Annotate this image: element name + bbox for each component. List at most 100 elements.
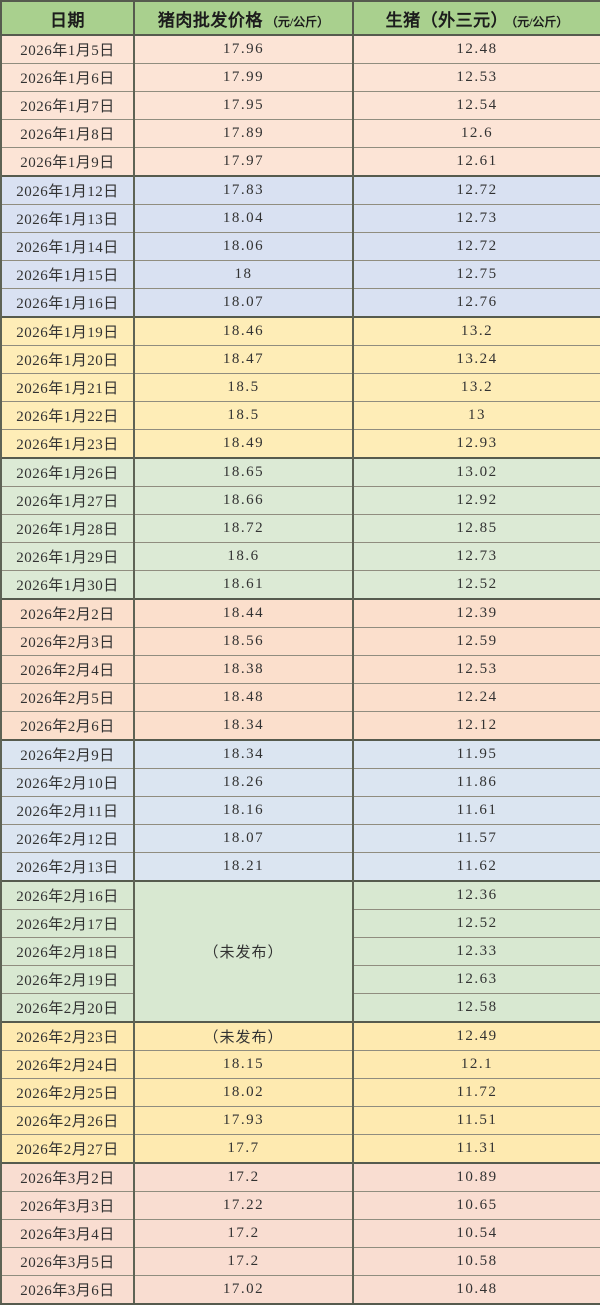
table-row: 2026年1月13日 18.04 12.73 xyxy=(0,204,600,233)
date-cell: 2026年2月4日 xyxy=(0,655,135,684)
hog-price-cell: 11.86 xyxy=(352,768,600,797)
date-cell: 2026年2月2日 xyxy=(0,598,135,628)
pork-price-cell: 17.99 xyxy=(133,63,354,92)
pork-price-cell: 17.89 xyxy=(133,119,354,148)
date-cell: 2026年1月20日 xyxy=(0,345,135,374)
hog-price-cell: 12.85 xyxy=(352,514,600,543)
pork-price-cell: 17.83 xyxy=(133,175,354,205)
table-row: 2026年2月12日 18.07 11.57 xyxy=(0,824,600,853)
table-row: 2026年2月11日 18.16 11.61 xyxy=(0,796,600,825)
date-cell: 2026年1月23日 xyxy=(0,429,135,459)
table-row: 2026年2月25日 18.02 11.72 xyxy=(0,1078,600,1107)
date-cell: 2026年2月27日 xyxy=(0,1134,135,1164)
table-row: 2026年3月5日 17.2 10.58 xyxy=(0,1247,600,1276)
hog-price-cell: 10.54 xyxy=(352,1219,600,1248)
pork-price-cell: 18.5 xyxy=(133,373,354,402)
pork-price-cell: 18.07 xyxy=(133,288,354,318)
date-cell: 2026年2月6日 xyxy=(0,711,135,741)
table-row: 2026年1月26日 18.65 13.02 xyxy=(0,457,600,487)
pork-price-cell: 17.2 xyxy=(133,1219,354,1248)
hog-price-cell: 12.52 xyxy=(352,570,600,600)
date-cell: 2026年1月16日 xyxy=(0,288,135,318)
table-row: 2026年2月6日 18.34 12.12 xyxy=(0,711,600,741)
date-cell: 2026年2月10日 xyxy=(0,768,135,797)
date-cell: 2026年1月26日 xyxy=(0,457,135,487)
pork-price-cell: 18.21 xyxy=(133,852,354,882)
hog-price-cell: 12.76 xyxy=(352,288,600,318)
table-row: 2026年1月22日 18.5 13 xyxy=(0,401,600,430)
hog-price-cell: 13.2 xyxy=(352,373,600,402)
hog-price-cell: 12.72 xyxy=(352,232,600,261)
table-row: 2026年1月8日 17.89 12.6 xyxy=(0,119,600,148)
table-row: 2026年2月2日 18.44 12.39 xyxy=(0,598,600,628)
hog-price-cell: 12.93 xyxy=(352,429,600,459)
table-row: 2026年2月9日 18.34 11.95 xyxy=(0,739,600,769)
hog-price-cell: 11.62 xyxy=(352,852,600,882)
header-row: 日期 猪肉批发价格 （元/公斤） 生猪（外三元） （元/公斤） xyxy=(0,0,600,36)
date-cell: 2026年1月14日 xyxy=(0,232,135,261)
date-cell: 2026年3月5日 xyxy=(0,1247,135,1276)
pork-price-cell: 18.04 xyxy=(133,204,354,233)
table-row: 2026年2月27日 17.7 11.31 xyxy=(0,1134,600,1164)
hog-price-cell: 12.61 xyxy=(352,147,600,177)
hog-price-cell: 11.51 xyxy=(352,1106,600,1135)
pork-price-cell: 18.16 xyxy=(133,796,354,825)
table-row: 2026年1月19日 18.46 13.2 xyxy=(0,316,600,346)
date-cell: 2026年1月13日 xyxy=(0,204,135,233)
pork-price-cell: 18.02 xyxy=(133,1078,354,1107)
table-row: 2026年2月24日 18.15 12.1 xyxy=(0,1050,600,1079)
hog-price-cell: 12.12 xyxy=(352,711,600,741)
pork-price-cell: 17.22 xyxy=(133,1191,354,1220)
table-row: 2026年2月16日 （未发布） 12.36 xyxy=(0,880,600,1023)
hog-price-cell: 12.54 xyxy=(352,91,600,120)
hog-price-cell: 11.61 xyxy=(352,796,600,825)
hog-price-cell: 13.24 xyxy=(352,345,600,374)
table-row: 2026年2月4日 18.38 12.53 xyxy=(0,655,600,684)
pork-price-cell: （未发布） xyxy=(133,1021,354,1051)
pork-price-cell: 18.06 xyxy=(133,232,354,261)
hog-price-cell: 11.31 xyxy=(352,1134,600,1164)
date-cell: 2026年1月6日 xyxy=(0,63,135,92)
hog-price-cell: 10.48 xyxy=(352,1275,600,1305)
hog-price-cell: 12.48 xyxy=(352,34,600,64)
table-row: 2026年2月23日 （未发布） 12.49 xyxy=(0,1021,600,1051)
col-header-pork-label: 猪肉批发价格 xyxy=(157,10,263,30)
table-row: 2026年2月19日 12.63 xyxy=(0,965,600,994)
hog-price-cell: 13 xyxy=(352,401,600,430)
date-cell: 2026年1月29日 xyxy=(0,542,135,571)
date-cell: 2026年2月13日 xyxy=(0,852,135,882)
table-row: 2026年2月26日 17.93 11.51 xyxy=(0,1106,600,1135)
pork-price-cell: 18.38 xyxy=(133,655,354,684)
date-cell: 2026年2月25日 xyxy=(0,1078,135,1107)
hog-price-cell: 10.58 xyxy=(352,1247,600,1276)
pork-price-cell: 17.93 xyxy=(133,1106,354,1135)
hog-price-cell: 12.75 xyxy=(352,260,600,289)
hog-price-cell: 12.52 xyxy=(352,909,600,938)
pork-price-cell: 18.65 xyxy=(133,457,354,487)
col-header-hog-label: 生猪（外三元） xyxy=(385,10,509,30)
hog-price-cell: 12.33 xyxy=(352,937,600,966)
table-row: 2026年1月9日 17.97 12.61 xyxy=(0,147,600,177)
pork-price-cell: 18.26 xyxy=(133,768,354,797)
table-row: 2026年2月5日 18.48 12.24 xyxy=(0,683,600,712)
date-cell: 2026年2月17日 xyxy=(0,909,135,938)
col-header-hog-unit: （元/公斤） xyxy=(511,14,569,29)
hog-price-cell: 10.89 xyxy=(352,1162,600,1192)
hog-price-cell: 12.73 xyxy=(352,542,600,571)
date-cell: 2026年1月21日 xyxy=(0,373,135,402)
date-cell: 2026年3月3日 xyxy=(0,1191,135,1220)
pork-price-cell: 18.07 xyxy=(133,824,354,853)
date-cell: 2026年2月19日 xyxy=(0,965,135,994)
hog-price-cell: 12.36 xyxy=(352,880,600,910)
table-row: 2026年1月12日 17.83 12.72 xyxy=(0,175,600,205)
table-row: 2026年1月28日 18.72 12.85 xyxy=(0,514,600,543)
pork-price-cell: 18.6 xyxy=(133,542,354,571)
date-cell: 2026年1月12日 xyxy=(0,175,135,205)
pork-price-cell: 17.2 xyxy=(133,1162,354,1192)
hog-price-cell: 12.53 xyxy=(352,655,600,684)
date-cell: 2026年1月8日 xyxy=(0,119,135,148)
pork-price-cell: 18.34 xyxy=(133,739,354,769)
table-row: 2026年1月6日 17.99 12.53 xyxy=(0,63,600,92)
